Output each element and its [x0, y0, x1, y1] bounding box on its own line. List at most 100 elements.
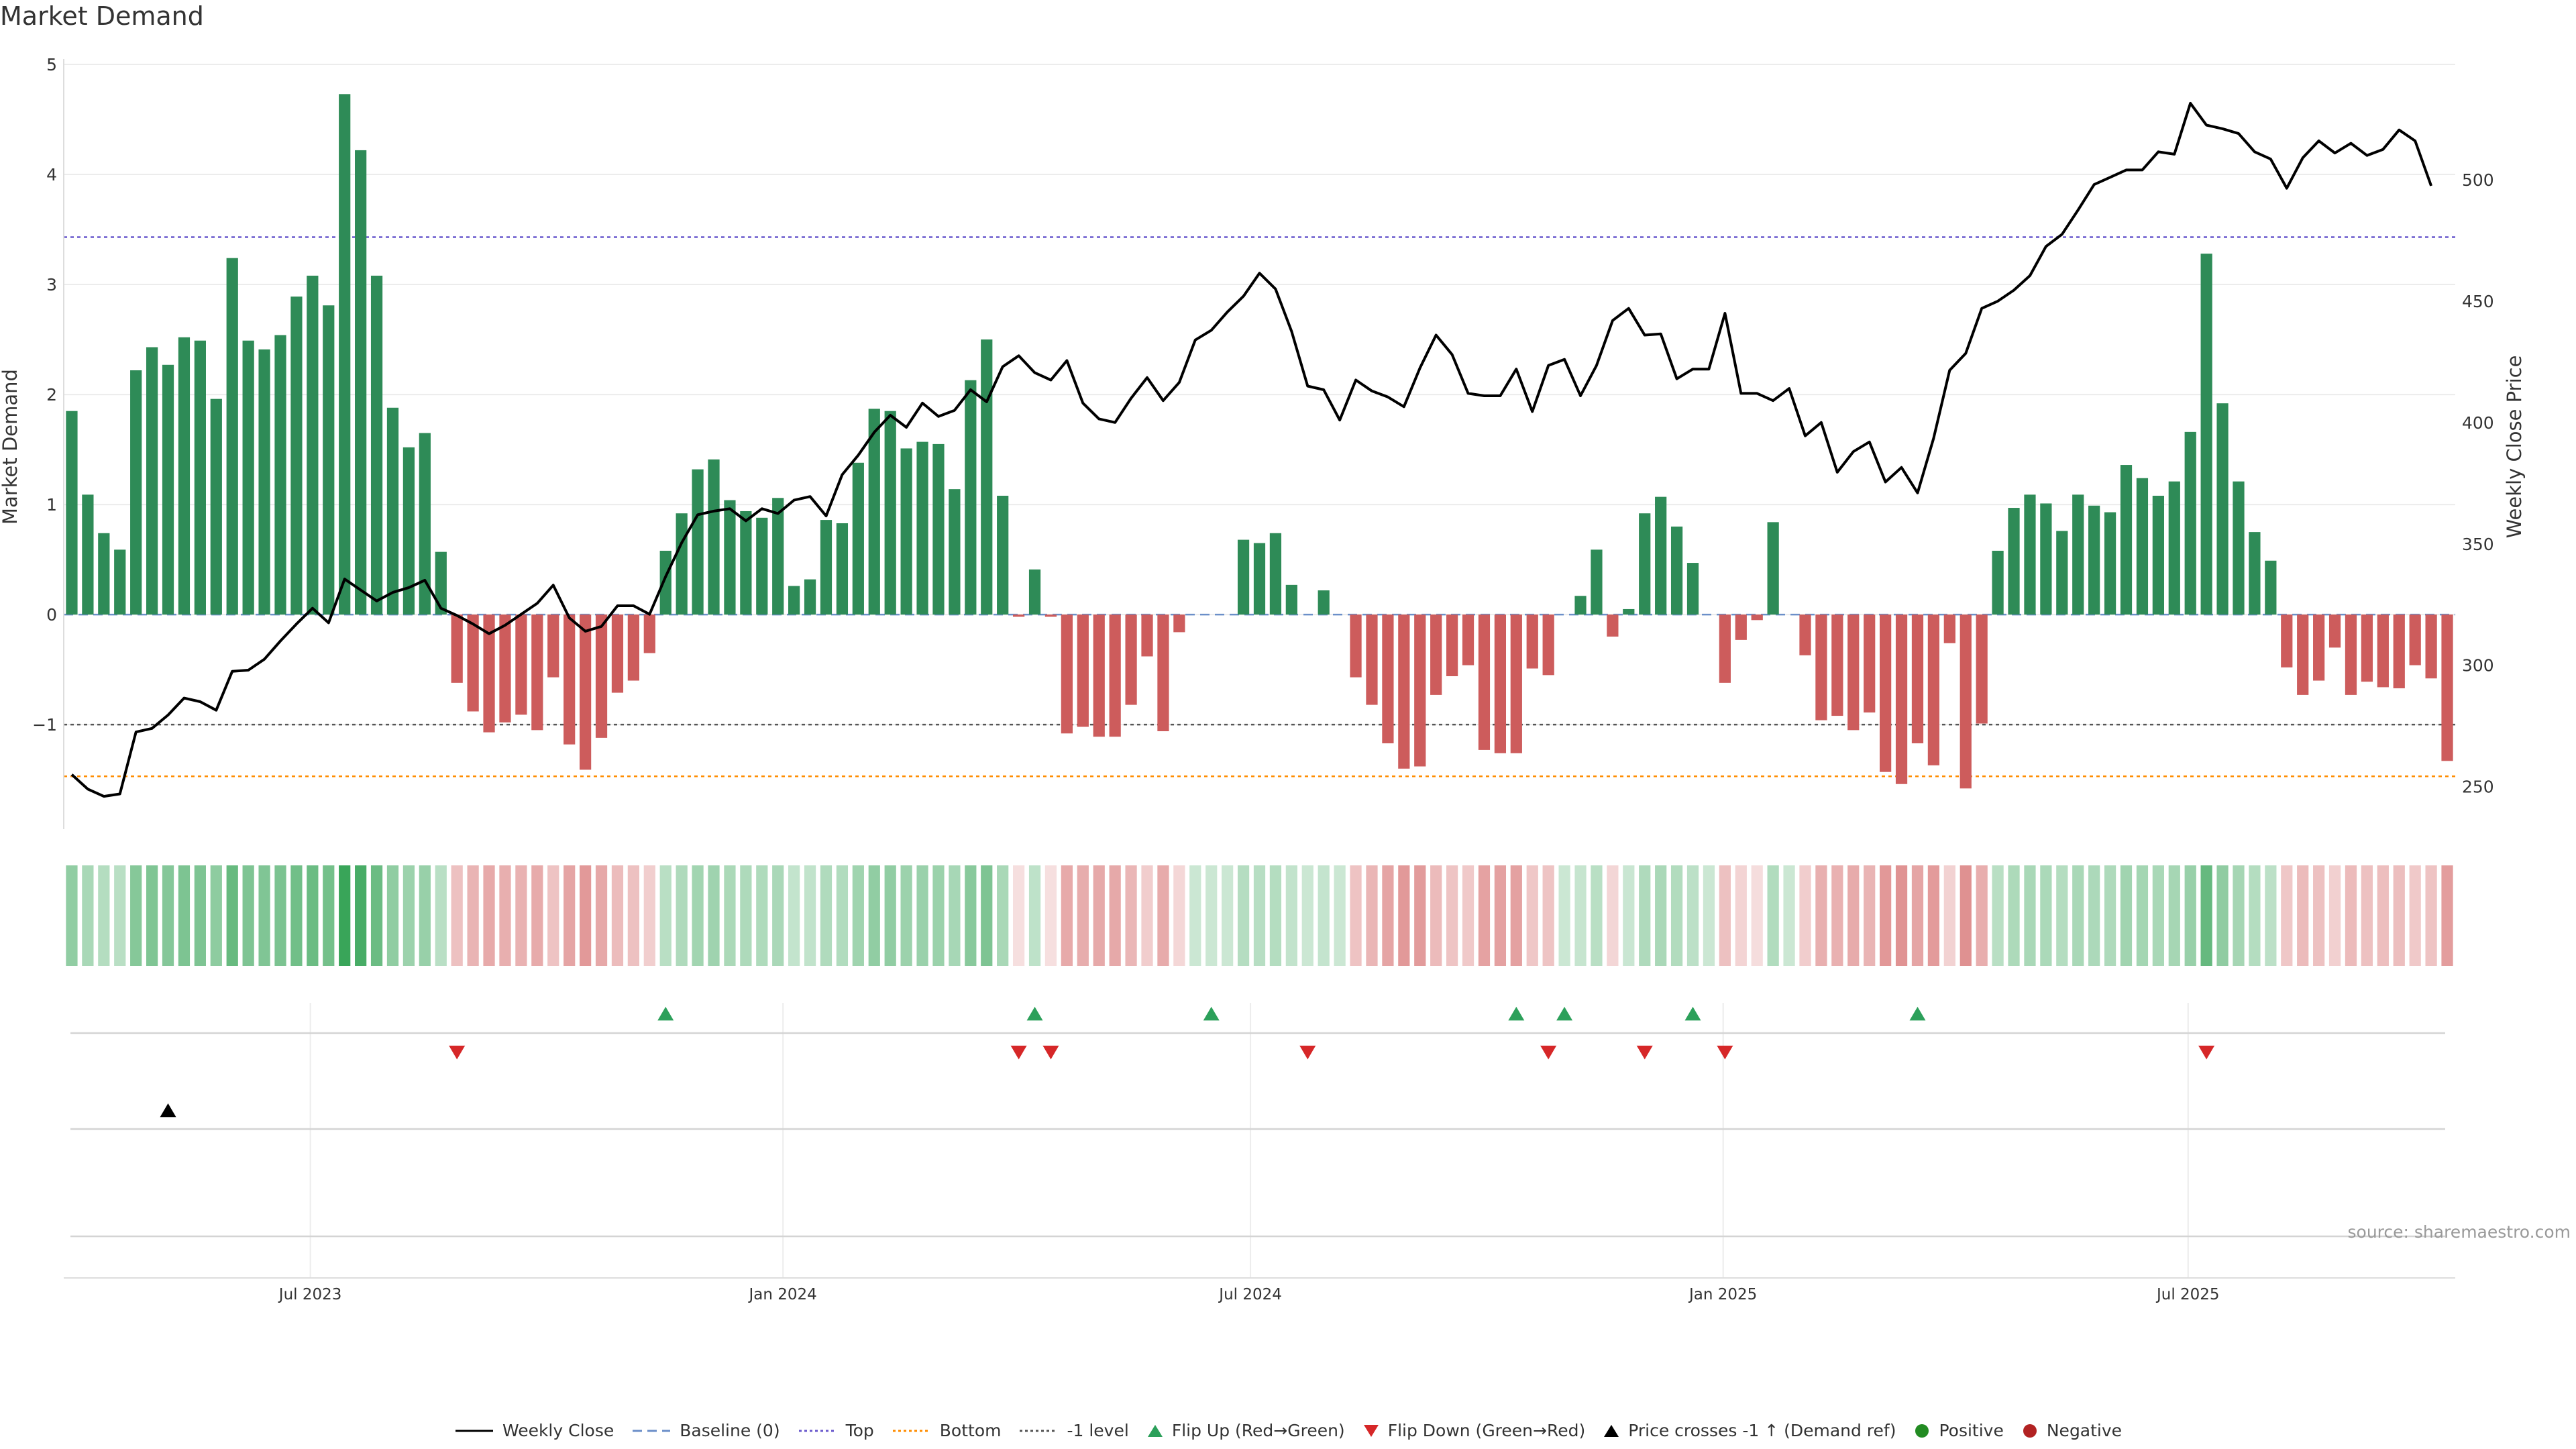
demand-bar	[2441, 614, 2453, 761]
heat-strip-cell	[2088, 865, 2100, 966]
heat-strip-cell	[852, 865, 864, 966]
legend-item: Flip Up (Red→Green)	[1146, 1421, 1345, 1440]
flip-down-marker	[1042, 1045, 1059, 1060]
heat-strip-cell	[2072, 865, 2084, 966]
legend-swatch	[455, 1430, 493, 1432]
demand-bar	[788, 586, 800, 615]
legend-item: Weekly Close	[454, 1421, 614, 1440]
heat-strip-cell	[323, 865, 335, 966]
demand-bar	[1398, 614, 1410, 769]
demand-bar	[1639, 513, 1651, 615]
legend-label: Price crosses -1 ↑ (Demand ref)	[1628, 1421, 1896, 1440]
demand-bar	[1751, 614, 1763, 621]
demand-bar	[659, 551, 672, 615]
flip-down-marker	[1299, 1045, 1316, 1060]
heat-strip-cell	[884, 865, 896, 966]
demand-bar	[98, 533, 110, 615]
heat-strip-cell	[1093, 865, 1105, 966]
demand-bar	[692, 469, 704, 615]
heat-strip-cell	[740, 865, 752, 966]
heat-strip-cell	[290, 865, 303, 966]
heat-strip-cell	[1414, 865, 1426, 966]
heat-strip-cell	[1398, 865, 1410, 966]
heat-strip-cell	[2409, 865, 2421, 966]
heat-strip-cell	[1510, 865, 1522, 966]
x-tick-label: Jul 2025	[2155, 1286, 2220, 1303]
heat-strip-cell	[1992, 865, 2004, 966]
demand-bar	[1591, 549, 1603, 615]
heat-strip-cell	[1334, 865, 1346, 966]
demand-bar	[2168, 481, 2180, 615]
demand-bar	[1992, 551, 2004, 615]
legend-swatch	[2023, 1424, 2037, 1438]
demand-bar	[1960, 614, 1972, 789]
heat-strip-cell	[194, 865, 206, 966]
heat-strip-cell	[435, 865, 447, 966]
heat-strip-cell	[547, 865, 559, 966]
y-tick-label: 1	[46, 495, 57, 515]
heat-strip-cell	[355, 865, 367, 966]
heat-strip-cell	[2393, 865, 2405, 966]
demand-bar	[1350, 614, 1362, 678]
demand-bar	[643, 614, 655, 653]
legend-swatch	[1915, 1424, 1929, 1438]
demand-bar	[820, 520, 833, 615]
heat-strip-cell	[1253, 865, 1266, 966]
demand-bar	[868, 409, 880, 615]
demand-bar	[1655, 496, 1667, 615]
heat-strip-cell	[1494, 865, 1507, 966]
flip-down-marker	[1717, 1045, 1733, 1060]
heat-strip-cell	[146, 865, 158, 966]
heat-strip-cell	[258, 865, 270, 966]
demand-bar	[499, 614, 511, 722]
demand-bar	[547, 614, 559, 678]
demand-bar	[2265, 560, 2277, 615]
heat-strip-cell	[531, 865, 543, 966]
demand-bar	[1125, 614, 1137, 705]
y-tick-label: −1	[32, 715, 57, 735]
demand-bar	[1028, 569, 1041, 615]
demand-bar	[2361, 614, 2373, 682]
heat-strip-cell	[1911, 865, 1924, 966]
heat-strip-cell	[564, 865, 576, 966]
legend-item: Price crosses -1 ↑ (Demand ref)	[1603, 1421, 1896, 1440]
heat-strip-cell	[2425, 865, 2437, 966]
heat-strip-cell	[1670, 865, 1683, 966]
demand-bar	[2409, 614, 2421, 665]
demand-bar	[290, 297, 303, 615]
demand-bar	[676, 513, 688, 615]
demand-bar	[932, 443, 945, 615]
y2-tick-label: 300	[2462, 656, 2494, 676]
demand-bar	[1382, 614, 1394, 744]
heat-strip-cell	[1269, 865, 1282, 966]
heat-strip-cell	[1542, 865, 1554, 966]
demand-bar	[1430, 614, 1442, 695]
heat-strip-cell	[1880, 865, 1892, 966]
demand-bar	[564, 614, 576, 745]
weekly-close-line	[70, 101, 2432, 798]
demand-bar	[2345, 614, 2357, 695]
demand-bar	[1623, 608, 1635, 615]
heat-strip-cell	[1173, 865, 1185, 966]
y-tick-label: 2	[46, 385, 57, 405]
heat-strip-cell	[836, 865, 849, 966]
heat-strip-cell	[451, 865, 463, 966]
heat-strip-cell	[307, 865, 319, 966]
demand-bar	[1831, 614, 1843, 716]
heat-strip-cell	[949, 865, 961, 966]
demand-bar	[370, 275, 383, 615]
heat-strip-cell	[467, 865, 479, 966]
heat-strip-cell	[579, 865, 592, 966]
y-axis-label: Market Demand	[0, 369, 21, 525]
demand-bar	[162, 364, 174, 615]
demand-bar	[1494, 614, 1507, 753]
heat-strip-cell	[130, 865, 142, 966]
heat-strip-cell	[1061, 865, 1073, 966]
demand-bar	[1815, 614, 1827, 720]
demand-bar	[1686, 563, 1699, 615]
demand-bar	[1077, 614, 1089, 727]
demand-bar	[1607, 614, 1619, 637]
legend-swatch	[1363, 1424, 1379, 1437]
flip-up-marker	[657, 1006, 674, 1021]
heat-strip-cell	[1382, 865, 1394, 966]
